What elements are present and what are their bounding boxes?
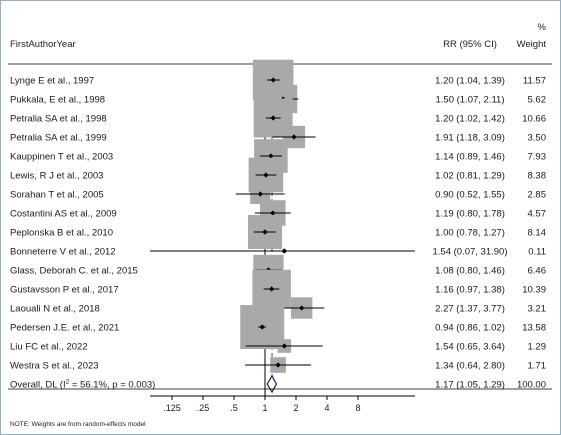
study-label: Lewis, R J et al., 2003 xyxy=(10,171,103,182)
ci-value: 1.19 (0.80, 1.78) xyxy=(435,209,505,220)
study-label: Petralia SA et al., 1999 xyxy=(10,133,107,144)
ci-value: 1.00 (0.78, 1.27) xyxy=(435,228,505,239)
point-estimate xyxy=(299,305,305,311)
weight-value: 6.46 xyxy=(528,266,547,277)
weight-value: 10.39 xyxy=(522,285,546,296)
study-rows: Lynge E et al., 1997 1.20 (1.04, 1.39) 11.… xyxy=(8,59,552,396)
weight-value: 3.21 xyxy=(528,304,547,315)
x-tick-label: .25 xyxy=(197,403,210,413)
header-weight-percent: % xyxy=(538,22,547,33)
x-tick-label: .5 xyxy=(230,403,238,413)
footnote: NOTE: Weights are from random-effects mo… xyxy=(10,421,146,428)
point-estimate xyxy=(270,210,276,216)
point-estimate xyxy=(281,343,287,349)
study-label: Bonneterre V et al., 2012 xyxy=(10,247,116,258)
point-estimate xyxy=(270,77,276,83)
overall-ci-value: 1.17 (1.05, 1.29) xyxy=(435,380,505,391)
x-tick-label: 4 xyxy=(324,403,329,413)
study-label: Westra S et al., 2023 xyxy=(10,361,99,372)
ci-value: 1.54 (0.07, 31.90) xyxy=(433,247,508,258)
study-label: Gustavsson P et al., 2017 xyxy=(10,285,119,296)
weight-value: 3.50 xyxy=(528,133,547,144)
weight-value: 4.57 xyxy=(528,209,547,220)
overall-label: Overall, DL (I2 = 56.1%, p = 0.003) xyxy=(10,379,155,391)
ci-value: 0.94 (0.86, 1.02) xyxy=(435,323,505,334)
ci-value: 1.34 (0.64, 2.80) xyxy=(435,361,505,372)
weight-value: 0.11 xyxy=(528,247,546,258)
point-estimate xyxy=(268,153,274,159)
overall-diamond xyxy=(266,374,278,394)
weight-value: 5.62 xyxy=(528,95,547,106)
point-estimate xyxy=(281,248,287,254)
study-label: Petralia SA et al., 1998 xyxy=(10,114,107,125)
weight-value: 8.14 xyxy=(528,228,547,239)
ci-value: 1.02 (0.81, 1.29) xyxy=(435,171,505,182)
ci-value: 1.91 (1.18, 3.09) xyxy=(435,133,505,144)
x-tick-label: 2 xyxy=(293,403,298,413)
overall-weight-value: 100.00 xyxy=(517,380,546,391)
weight-value: 8.38 xyxy=(528,171,547,182)
x-tick-label: 1 xyxy=(262,403,267,413)
point-estimate xyxy=(259,324,265,330)
ci-value: 1.50 (1.07, 2.11) xyxy=(435,95,504,106)
weight-value: 7.93 xyxy=(528,152,547,163)
weight-value: 2.85 xyxy=(528,190,547,201)
study-label: Pedersen J.E. et al., 2021 xyxy=(10,323,119,334)
header-study: FirstAuthorYear xyxy=(10,39,76,50)
header-weight: Weight xyxy=(517,39,547,50)
x-axis: .125 .25 .5 1 2 4 8 xyxy=(150,395,415,413)
point-estimate xyxy=(262,229,268,235)
study-label: Sorahan T et al., 2005 xyxy=(10,190,104,201)
ci-value: 1.16 (0.97, 1.38) xyxy=(435,285,505,296)
point-estimate xyxy=(270,115,276,121)
ci-value: 1.54 (0.65, 3.64) xyxy=(435,342,505,353)
weight-value: 10.66 xyxy=(522,114,546,125)
weight-value: 1.29 xyxy=(528,342,547,353)
ci-value: 1.08 (0.80, 1.46) xyxy=(435,266,505,277)
study-label: Liu FC et al., 2022 xyxy=(10,342,88,353)
x-tick-label: .125 xyxy=(163,403,181,413)
study-label: Kauppinen T et al., 2003 xyxy=(10,152,113,163)
point-estimate xyxy=(275,362,281,368)
ci-value: 1.20 (1.02, 1.42) xyxy=(435,114,505,125)
weight-value: 11.57 xyxy=(523,76,546,87)
study-label: Glass, Deborah C. et al., 2015 xyxy=(10,266,138,277)
point-estimate xyxy=(257,191,263,197)
weight-value: 1.71 xyxy=(528,361,547,372)
study-label: Pukkala, E et al., 1998 xyxy=(10,95,105,106)
ci-value: 0.90 (0.52, 1.55) xyxy=(435,190,505,201)
ci-value: 1.14 (0.89, 1.46) xyxy=(435,152,505,163)
study-label: Lynge E et al., 1997 xyxy=(10,76,94,87)
study-label: Costantini AS et al., 2009 xyxy=(10,209,117,220)
x-tick-label: 8 xyxy=(355,403,360,413)
point-estimate xyxy=(263,172,269,178)
header-effect: RR (95% CI) xyxy=(443,39,497,50)
weight-value: 13.58 xyxy=(522,323,546,334)
study-label: Laouali N et al., 2018 xyxy=(10,304,100,315)
point-estimate xyxy=(291,134,297,140)
point-estimate xyxy=(269,286,275,292)
study-label: Peplonska B et al., 2010 xyxy=(10,228,113,239)
ci-value: 1.20 (1.04, 1.39) xyxy=(435,76,505,87)
ci-value: 2.27 (1.37, 3.77) xyxy=(435,304,505,315)
